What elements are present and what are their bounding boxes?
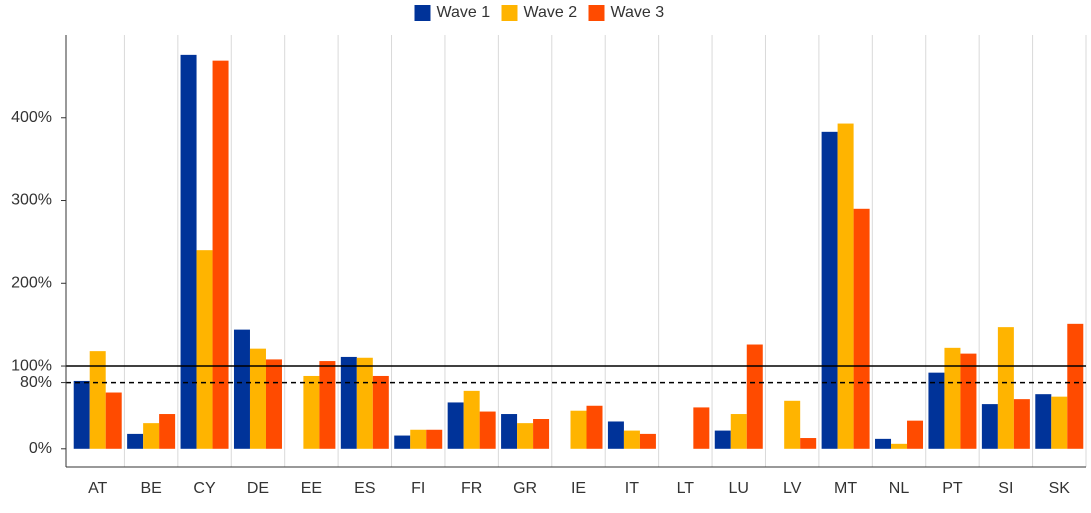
bar — [143, 423, 160, 449]
bar — [233, 329, 250, 449]
x-tick-label: SI — [998, 480, 1013, 497]
bar — [319, 361, 336, 449]
bar — [907, 420, 924, 449]
bar — [730, 414, 747, 449]
x-tick-label: AT — [88, 480, 107, 497]
bar — [853, 208, 870, 449]
x-tick-label: FR — [461, 480, 482, 497]
bar — [981, 404, 998, 449]
bar — [159, 414, 176, 449]
y-tick-label: 300% — [11, 192, 52, 209]
x-tick-label: NL — [889, 480, 910, 497]
bar — [784, 400, 801, 449]
bar — [426, 429, 443, 449]
bar — [875, 438, 892, 449]
bar — [960, 353, 977, 449]
bar — [410, 429, 427, 449]
bar — [714, 430, 731, 449]
bar — [944, 347, 961, 449]
bar — [180, 54, 197, 449]
bar — [800, 438, 817, 449]
y-tick-label: 0% — [29, 440, 52, 457]
bar — [1035, 394, 1052, 449]
legend-label: Wave 1 — [437, 4, 491, 21]
bar — [249, 348, 266, 449]
x-tick-label: LT — [677, 480, 695, 497]
bar — [1051, 396, 1068, 449]
bar — [997, 327, 1014, 449]
bar — [501, 414, 518, 449]
bar — [607, 421, 624, 449]
bar — [89, 351, 106, 449]
x-tick-label: LV — [783, 480, 802, 497]
bar — [372, 375, 389, 449]
bar — [105, 392, 122, 449]
x-tick-label: FI — [411, 480, 425, 497]
bar — [196, 250, 213, 449]
x-tick-label: IE — [571, 480, 586, 497]
bar — [265, 359, 282, 449]
x-tick-label: MT — [834, 480, 857, 497]
legend-swatch — [501, 5, 518, 21]
bar — [517, 423, 534, 449]
bar — [463, 390, 480, 449]
bar — [356, 357, 373, 449]
legend-swatch — [414, 5, 431, 21]
legend-swatch — [588, 5, 605, 21]
x-tick-label: CY — [193, 480, 216, 497]
x-tick-label: EE — [301, 480, 322, 497]
bar — [586, 405, 603, 449]
x-tick-label: ES — [354, 480, 375, 497]
bar — [821, 131, 838, 449]
y-tick-label: 80% — [20, 374, 52, 391]
bar — [127, 433, 144, 449]
x-tick-label: GR — [513, 480, 537, 497]
x-tick-label: DE — [247, 480, 269, 497]
x-tick-label: SK — [1049, 480, 1071, 497]
y-tick-label: 100% — [11, 357, 52, 374]
bar — [639, 433, 656, 449]
bar — [479, 411, 496, 449]
bar — [394, 435, 411, 449]
x-tick-label: BE — [140, 480, 161, 497]
legend-label: Wave 2 — [524, 4, 578, 21]
legend-label: Wave 3 — [611, 4, 665, 21]
bar — [1067, 323, 1084, 449]
y-tick-label: 400% — [11, 109, 52, 126]
bar — [837, 123, 854, 449]
bar — [1013, 399, 1030, 449]
x-tick-label: PT — [942, 480, 963, 497]
bar — [570, 410, 587, 449]
x-tick-label: IT — [625, 480, 639, 497]
bar — [746, 344, 763, 449]
bar — [73, 380, 90, 449]
bar — [693, 407, 710, 449]
x-tick-label: LU — [729, 480, 749, 497]
bar — [340, 356, 357, 449]
bar — [928, 372, 945, 449]
y-tick-label: 200% — [11, 274, 52, 291]
bar — [891, 443, 908, 449]
bar — [212, 60, 229, 449]
bar — [533, 419, 550, 449]
bar — [447, 402, 464, 449]
bar — [303, 375, 320, 449]
bar — [623, 430, 640, 449]
